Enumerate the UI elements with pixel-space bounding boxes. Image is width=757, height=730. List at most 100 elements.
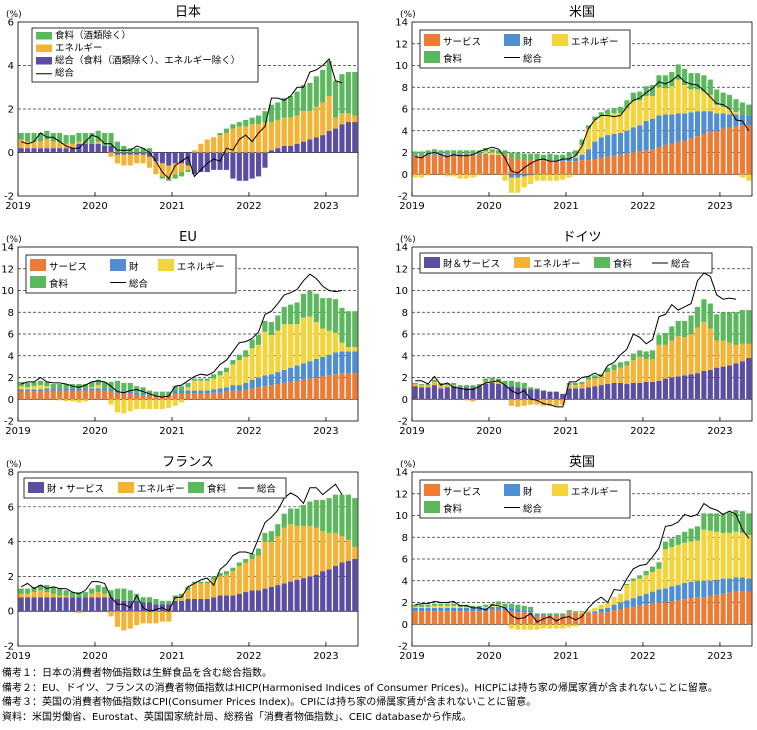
bar-segment — [179, 172, 185, 177]
bar-segment — [733, 312, 739, 345]
bar-segment — [320, 328, 326, 357]
bar-segment — [431, 152, 438, 154]
bar-segment — [217, 595, 223, 612]
bar-segment — [159, 611, 165, 622]
bar-segment — [57, 132, 63, 142]
bar-segment — [746, 591, 752, 625]
bar-segment — [650, 591, 656, 604]
legend-label: 財 — [523, 36, 533, 48]
bar-segment — [540, 399, 547, 406]
bar-segment — [438, 385, 444, 389]
bar-segment — [37, 391, 44, 400]
bar-segment — [332, 352, 339, 375]
bar-segment — [521, 153, 527, 161]
bar-segment — [605, 372, 611, 385]
bar-segment — [294, 525, 300, 580]
bar-segment — [489, 152, 495, 155]
bar-segment — [637, 100, 643, 126]
bar-segment — [211, 378, 217, 390]
bar-segment — [89, 132, 95, 144]
bar-segment — [82, 399, 88, 402]
x-tick-label: 2021 — [553, 201, 578, 212]
bar-segment — [57, 595, 63, 598]
bar-segment — [307, 361, 313, 379]
bar-segment — [412, 154, 418, 156]
bar-segment — [496, 384, 502, 400]
bar-segment — [694, 597, 701, 625]
bar-segment — [694, 73, 701, 90]
bar-segment — [739, 511, 745, 533]
bar-segment — [739, 114, 745, 126]
bar-segment — [457, 611, 463, 625]
y-tick-label: 6 — [8, 502, 14, 513]
bar-segment — [146, 156, 153, 168]
y-tick-label: 14 — [395, 18, 408, 29]
bar-segment — [95, 592, 101, 598]
bar-segment — [451, 386, 457, 400]
bar-segment — [179, 152, 185, 164]
bar-segment — [605, 110, 611, 115]
legend-label: 総合（食料（酒類除く）、エネルギー除く） — [55, 55, 240, 67]
legend-swatch — [30, 259, 46, 271]
bar-segment — [102, 145, 108, 153]
y-tick-label: -2 — [398, 192, 408, 203]
bar-segment — [307, 139, 313, 153]
bar-segment — [585, 149, 591, 161]
bar-segment — [217, 576, 223, 596]
bar-segment — [630, 353, 636, 361]
bar-segment — [204, 139, 210, 153]
bar-segment — [643, 575, 649, 594]
bar-segment — [611, 604, 617, 611]
bar-segment — [102, 132, 108, 146]
bar-segment — [451, 607, 457, 612]
bar-segment — [592, 119, 598, 142]
bar-segment — [332, 80, 339, 118]
bar-segment — [688, 89, 694, 113]
bar-segment — [198, 583, 204, 600]
bar-segment — [463, 150, 470, 154]
bar-segment — [63, 384, 69, 389]
bar-segment — [630, 101, 636, 128]
y-tick-label: 10 — [395, 286, 408, 297]
bar-segment — [204, 393, 210, 400]
bar-segment — [243, 559, 249, 563]
y-tick-label: 14 — [395, 243, 408, 254]
bar-segment — [656, 335, 662, 345]
bar-segment — [339, 124, 345, 153]
bar-segment — [140, 611, 146, 624]
bar-segment — [714, 340, 720, 368]
bar-segment — [243, 389, 249, 400]
bar-segment — [611, 113, 617, 135]
bar-segment — [598, 376, 604, 386]
total-line — [21, 58, 343, 180]
bar-segment — [300, 317, 307, 364]
bar-segment — [605, 384, 611, 400]
bar-segment — [236, 565, 242, 594]
bar-segment — [540, 174, 547, 181]
bar-segment — [294, 579, 300, 612]
bar-segment — [185, 169, 191, 173]
bar-segment — [419, 384, 425, 386]
legend-label: 食料 — [443, 503, 463, 515]
bar-segment — [281, 382, 287, 400]
bar-segment — [630, 127, 636, 153]
bar-segment — [217, 572, 223, 577]
bar-segment — [444, 607, 450, 612]
bar-segment — [127, 600, 133, 612]
bar-segment — [114, 611, 120, 627]
bar-segment — [508, 380, 514, 387]
bar-segment — [313, 499, 319, 528]
y-tick-label: -2 — [4, 417, 14, 428]
legend-label: サービス — [49, 262, 87, 273]
bar-segment — [37, 141, 44, 149]
bar-segment — [476, 607, 482, 612]
bar-segment — [528, 610, 534, 613]
bar-segment — [694, 136, 701, 175]
bar-segment — [223, 391, 230, 400]
bar-segment — [438, 607, 444, 612]
bar-segment — [275, 536, 281, 586]
bar-segment — [76, 611, 82, 613]
bar-segment — [37, 597, 44, 612]
bar-segment — [714, 113, 720, 131]
bar-segment — [230, 128, 236, 153]
